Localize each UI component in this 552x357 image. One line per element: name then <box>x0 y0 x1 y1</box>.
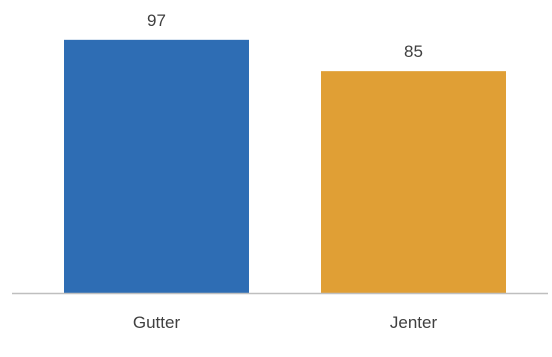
data-label-gutter: 97 <box>147 11 166 30</box>
data-labels-group: 97 85 <box>147 11 423 61</box>
x-tick-labels-group: Gutter Jenter <box>133 313 438 332</box>
bars-group <box>64 39 506 294</box>
data-label-jenter: 85 <box>404 42 423 61</box>
bar-gutter <box>64 39 249 293</box>
bar-jenter <box>321 71 506 294</box>
x-tick-label-gutter: Gutter <box>133 313 181 332</box>
x-tick-label-jenter: Jenter <box>390 313 438 332</box>
